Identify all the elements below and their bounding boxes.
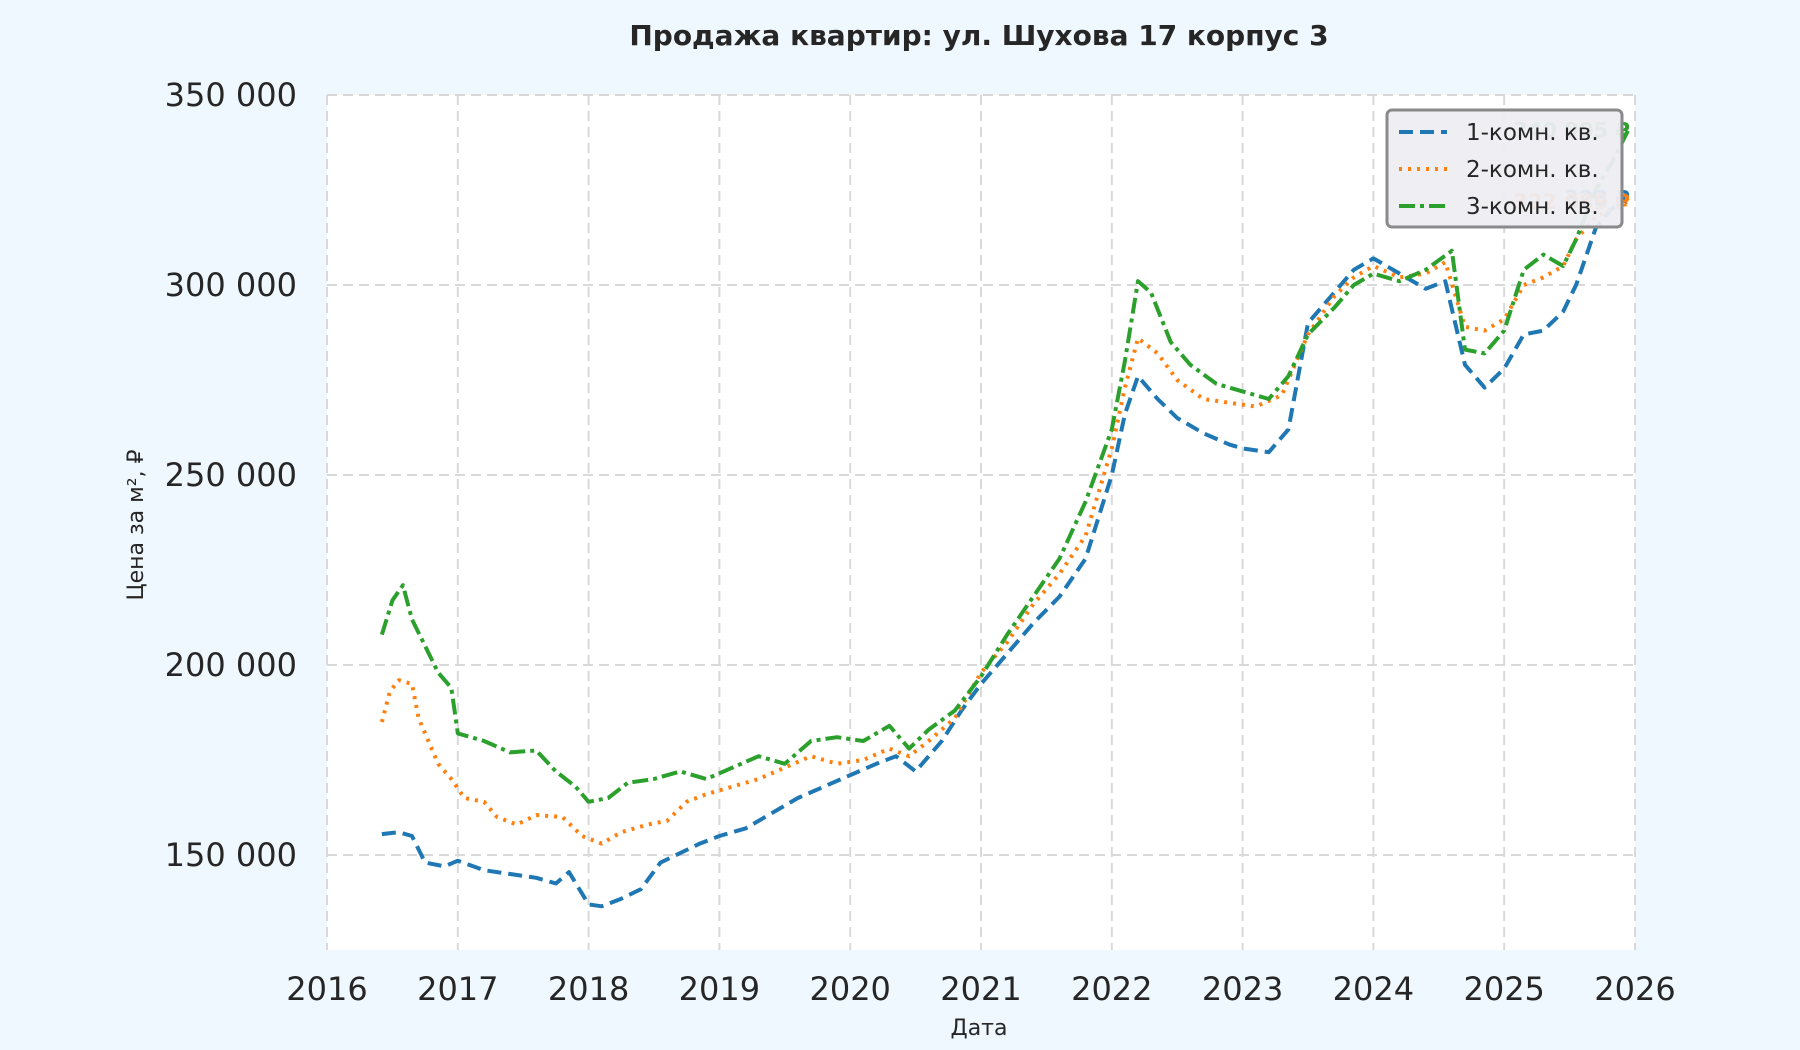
grid-lines [326, 94, 1636, 950]
legend: 1-комн. кв. 2-комн. кв. 3-комн. кв. [1385, 108, 1624, 229]
series-line-1 [381, 195, 1630, 909]
y-tick-label: 250 000 [165, 456, 297, 494]
series-lines [379, 128, 1631, 909]
y-tick-labels: 150 000 200 000 250 000 300 000 350 000 [165, 76, 297, 874]
x-axis-label: Дата [951, 1016, 1008, 1041]
y-tick-label: 350 000 [165, 76, 297, 114]
x-tick-label: 2016 [286, 970, 367, 1008]
legend-label-2: 2-комн. кв. [1466, 157, 1599, 183]
y-tick-label: 150 000 [165, 836, 297, 874]
legend-box [1385, 108, 1624, 229]
chart-title: Продажа квартир: ул. Шухова 17 корпус 3 [629, 19, 1328, 52]
x-tick-label: 2019 [679, 970, 760, 1008]
x-tick-label: 2023 [1202, 970, 1283, 1008]
x-tick-label: 2017 [417, 970, 498, 1008]
x-tick-label: 2018 [548, 970, 629, 1008]
x-tick-label: 2022 [1071, 970, 1152, 1008]
legend-label-1: 1-комн. кв. [1466, 120, 1599, 146]
legend-label-3: 3-комн. кв. [1466, 194, 1599, 220]
series-line-3 [379, 128, 1631, 804]
x-tick-labels: 2016 2017 2018 2019 2020 2021 2022 2023 2024 2025… [286, 970, 1675, 1008]
x-tick-label: 2024 [1333, 970, 1414, 1008]
x-tick-label: 2020 [809, 970, 890, 1008]
x-tick-label: 2025 [1463, 970, 1544, 1008]
x-tick-label: 2021 [940, 970, 1021, 1008]
y-axis-label: Цена за м², ₽ [124, 449, 149, 600]
y-tick-label: 200 000 [165, 646, 297, 684]
x-tick-label: 2026 [1594, 970, 1675, 1008]
y-tick-label: 300 000 [165, 266, 297, 304]
